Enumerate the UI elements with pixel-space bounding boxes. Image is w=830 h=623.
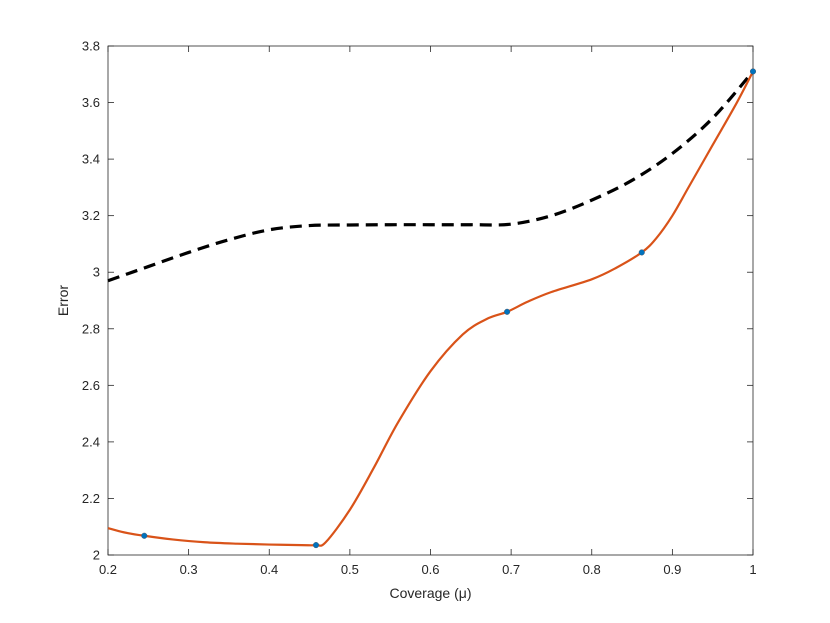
axes-box bbox=[107, 45, 754, 556]
x-tick-label: 1 bbox=[749, 562, 756, 577]
y-axis-ticks: 2 2.2 2.4 2.6 2.8 3 3.2 3.4 3.6 3.8 bbox=[82, 39, 753, 563]
x-tick-label: 0.9 bbox=[663, 562, 681, 577]
data-point-marker bbox=[749, 68, 757, 75]
x-tick-label: 0.2 bbox=[99, 562, 117, 577]
y-tick-label: 2.2 bbox=[82, 491, 100, 506]
y-tick-label: 2.6 bbox=[82, 378, 100, 393]
y-axis-label: Error bbox=[55, 285, 71, 316]
y-tick-label: 2.8 bbox=[82, 321, 100, 336]
y-tick-label: 2.4 bbox=[82, 434, 100, 449]
data-point-marker bbox=[504, 308, 511, 315]
y-tick-label: 3.8 bbox=[82, 39, 100, 54]
x-tick-label: 0.8 bbox=[583, 562, 601, 577]
series-layer bbox=[107, 68, 757, 549]
y-tick-label: 3 bbox=[93, 265, 100, 280]
dashed-series-line bbox=[107, 70, 755, 283]
data-point-marker bbox=[638, 249, 645, 256]
y-tick-label: 3.2 bbox=[82, 208, 100, 223]
solid-series-line bbox=[107, 70, 754, 547]
x-tick-label: 0.5 bbox=[341, 562, 359, 577]
y-tick-label: 2 bbox=[93, 548, 100, 563]
x-tick-label: 0.6 bbox=[421, 562, 439, 577]
data-point-marker bbox=[312, 542, 320, 549]
y-tick-label: 3.6 bbox=[82, 95, 100, 110]
plot-area bbox=[107, 45, 754, 556]
x-axis-ticks: 0.2 0.3 0.4 0.5 0.6 0.7 0.8 0.9 1 bbox=[99, 46, 757, 577]
x-tick-label: 0.3 bbox=[180, 562, 198, 577]
x-axis-label: Coverage (μ) bbox=[390, 585, 472, 601]
data-point-marker bbox=[141, 532, 148, 539]
x-tick-label: 0.4 bbox=[260, 562, 278, 577]
x-tick-label: 0.7 bbox=[502, 562, 520, 577]
y-tick-label: 3.4 bbox=[82, 152, 100, 167]
